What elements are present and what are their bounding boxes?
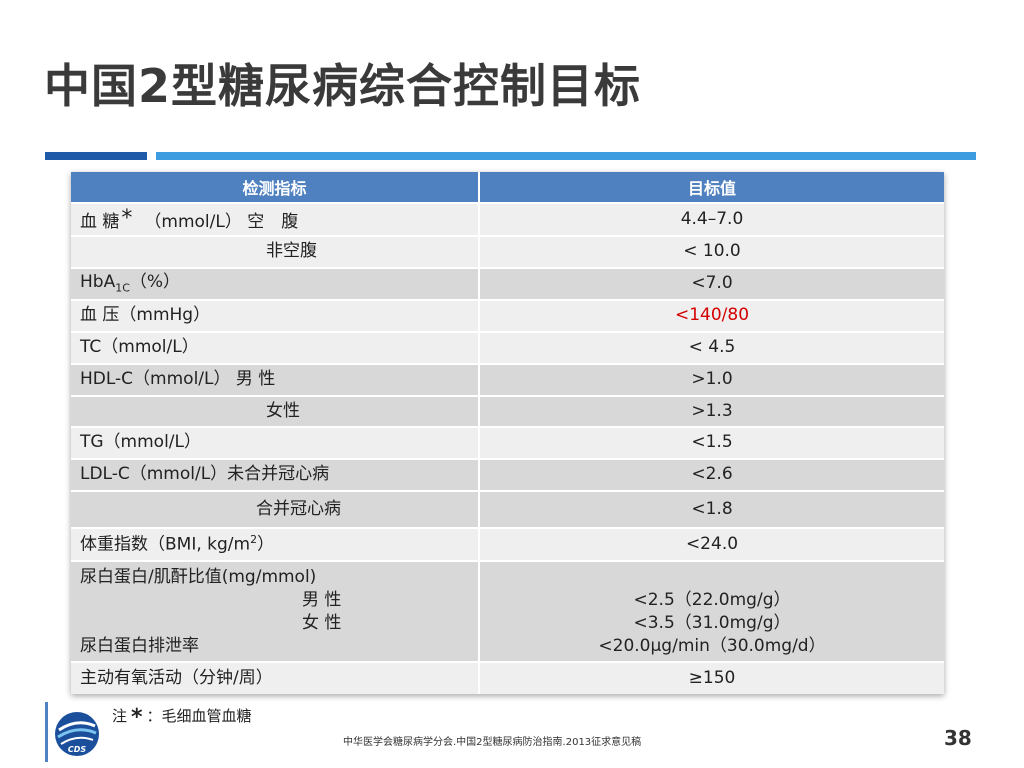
- row-label: 血 糖* （mmol/L） 空 腹: [71, 202, 480, 236]
- row-value: >1.0: [479, 363, 944, 396]
- row-value-multiline: <2.5（22.0mg/g） <3.5（31.0mg/g） <20.0μg/mi…: [479, 560, 944, 662]
- table-header-row: 检测指标 目标值: [71, 172, 944, 203]
- page-title: 中国2型糖尿病综合控制目标: [44, 59, 642, 113]
- urine-female-value: <3.5（31.0mg/g）: [633, 612, 791, 633]
- row-label: 体重指数（BMI, kg/m2）: [71, 527, 480, 561]
- table-row: 主动有氧活动（分钟/周） ≥150: [71, 661, 944, 694]
- row-value: < 4.5: [479, 331, 944, 364]
- table-row: 体重指数（BMI, kg/m2） <24.0: [71, 527, 944, 561]
- row-label: 合并冠心病: [71, 490, 480, 528]
- table-row: 血 压（mmHg） <140/80: [71, 299, 944, 332]
- row-value: <2.6: [479, 458, 944, 491]
- title-rule-dark: [45, 152, 147, 160]
- urine-excretion-value: <20.0μg/min（30.0mg/d）: [598, 635, 826, 656]
- table-row: 女性 >1.3: [71, 395, 944, 427]
- table-row: 合并冠心病 <1.8: [71, 490, 944, 528]
- row-label: 女性: [71, 395, 480, 427]
- header-target-value: 目标值: [479, 172, 944, 203]
- table-row: TC（mmol/L） < 4.5: [71, 331, 944, 364]
- row-label: TC（mmol/L）: [71, 331, 480, 364]
- logo-text: CDS: [68, 745, 87, 754]
- table-row: HDL-C（mmol/L） 男 性 >1.0: [71, 363, 944, 396]
- urine-male-label: 男 性: [302, 589, 342, 610]
- row-value: 4.4–7.0: [479, 202, 944, 236]
- table-row: 非空腹 < 10.0: [71, 235, 944, 268]
- footnote: 注 * ：毛细血管血糖: [112, 705, 252, 730]
- row-label: HDL-C（mmol/L） 男 性: [71, 363, 480, 396]
- source-citation: 中华医学会糖尿病学分会.中国2型糖尿病防治指南.2013征求意见稿: [343, 737, 642, 748]
- urine-excretion-label: 尿白蛋白排泄率: [80, 635, 199, 656]
- row-value: <1.5: [479, 426, 944, 459]
- row-value: ≥150: [479, 661, 944, 694]
- row-label: 非空腹: [71, 235, 480, 268]
- row-label: LDL-C（mmol/L）未合并冠心病: [71, 458, 480, 491]
- footer-divider: [45, 702, 48, 762]
- row-label: 主动有氧活动（分钟/周）: [71, 661, 480, 694]
- control-targets-table: 检测指标 目标值 血 糖* （mmol/L） 空 腹 4.4–7.0 非空腹 < …: [71, 172, 944, 694]
- table-row: TG（mmol/L） <1.5: [71, 426, 944, 459]
- table-row: 血 糖* （mmol/L） 空 腹 4.4–7.0: [71, 202, 944, 236]
- page-number: 38: [944, 726, 972, 750]
- urine-female-label: 女 性: [302, 612, 342, 633]
- row-value: < 10.0: [479, 235, 944, 268]
- cds-logo-icon: CDS: [55, 712, 99, 756]
- header-indicator: 检测指标: [71, 172, 480, 203]
- urine-ratio-label: 尿白蛋白/肌酐比值(mg/mmol): [80, 566, 317, 587]
- row-value: <24.0: [479, 527, 944, 561]
- row-value: <7.0: [479, 267, 944, 300]
- row-value-highlight: <140/80: [479, 299, 944, 332]
- row-label-multiline: 尿白蛋白/肌酐比值(mg/mmol) 男 性 女 性 尿白蛋白排泄率: [71, 560, 480, 662]
- row-value: <1.8: [479, 490, 944, 528]
- row-label: TG（mmol/L）: [71, 426, 480, 459]
- table-row: 尿白蛋白/肌酐比值(mg/mmol) 男 性 女 性 尿白蛋白排泄率 <2.5（…: [71, 560, 944, 662]
- table-row: LDL-C（mmol/L）未合并冠心病 <2.6: [71, 458, 944, 491]
- row-value: >1.3: [479, 395, 944, 427]
- title-rule-light: [156, 152, 976, 160]
- urine-male-value: <2.5（22.0mg/g）: [633, 589, 791, 610]
- row-label: 血 压（mmHg）: [71, 299, 480, 332]
- table-row: HbA1C（%） <7.0: [71, 267, 944, 300]
- row-label: HbA1C（%）: [71, 267, 480, 300]
